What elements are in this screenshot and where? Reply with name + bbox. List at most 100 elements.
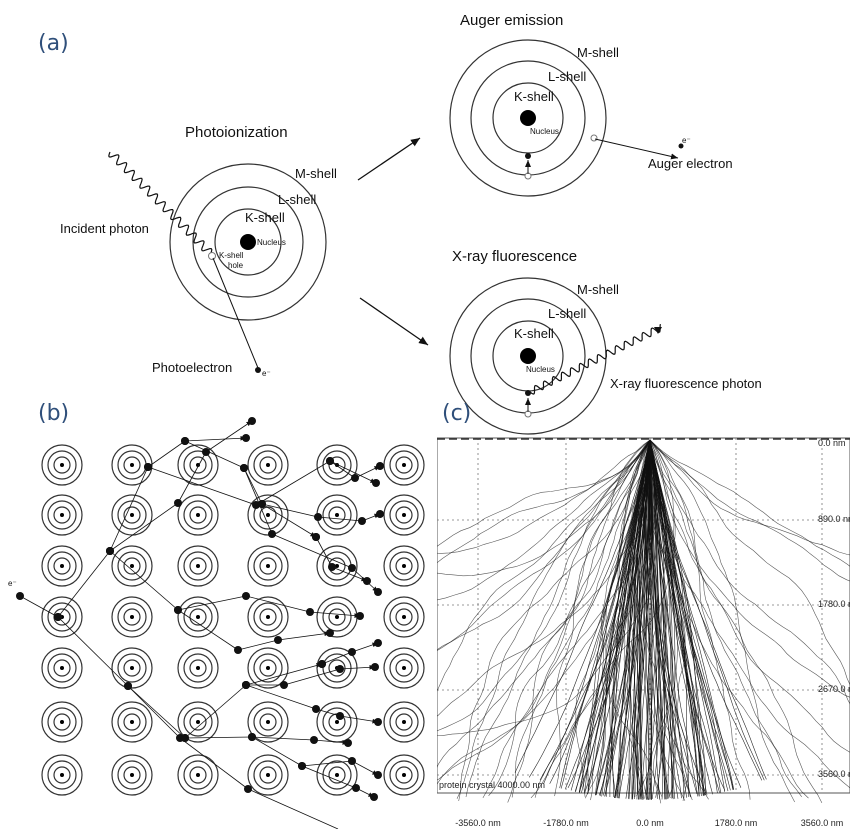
track	[262, 504, 318, 517]
electron	[376, 510, 384, 518]
track	[110, 503, 178, 551]
track	[252, 737, 314, 740]
x-tick-label: -1780.0 nm	[543, 818, 589, 828]
track	[178, 596, 246, 610]
nucleus	[402, 463, 406, 467]
shell-label: K-shell	[514, 326, 554, 341]
nucleus	[402, 564, 406, 568]
track	[128, 686, 185, 738]
track	[278, 633, 330, 640]
nucleus-label: Nucleus	[526, 365, 555, 374]
electron	[374, 771, 382, 779]
atom-title: X-ray fluorescence	[452, 248, 577, 265]
nucleus	[402, 513, 406, 517]
electron-label: e⁻	[682, 136, 691, 145]
nucleus	[520, 110, 536, 126]
x-tick-label: 0.0 nm	[636, 818, 664, 828]
nucleus	[130, 615, 134, 619]
nucleus	[60, 463, 64, 467]
nucleus	[520, 348, 536, 364]
nucleus	[335, 513, 339, 517]
nucleus	[335, 773, 339, 777]
shell-label: L-shell	[548, 69, 586, 84]
track	[185, 685, 246, 738]
nucleus	[130, 720, 134, 724]
nucleus	[240, 234, 256, 250]
nucleus	[335, 720, 339, 724]
electron	[370, 793, 378, 801]
electron	[525, 153, 531, 159]
shell-label: M-shell	[577, 45, 619, 60]
photoelectron-label: Photoelectron	[152, 360, 232, 375]
electron	[374, 588, 382, 596]
shell-label: K-shell	[245, 210, 285, 225]
panel-label: (b)	[38, 401, 69, 426]
track	[148, 467, 256, 505]
figure: (a) Photoionization M-shell L-shell K-sh…	[0, 0, 850, 829]
y-tick-label: 2670.0 nm	[818, 684, 850, 694]
nucleus	[130, 513, 134, 517]
nucleus	[266, 666, 270, 670]
y-tick-label: 1780.0 nm	[818, 599, 850, 609]
nucleus-label: Nucleus	[257, 238, 286, 247]
nucleus	[196, 615, 200, 619]
track	[272, 534, 352, 568]
caption: protein crystal 4000.00 nm	[439, 780, 545, 790]
nucleus	[60, 666, 64, 670]
electron	[374, 718, 382, 726]
shell-label: L-shell	[548, 306, 586, 321]
nucleus	[60, 513, 64, 517]
electron	[374, 639, 382, 647]
electron	[356, 612, 364, 620]
track	[248, 789, 338, 829]
track	[358, 138, 420, 180]
electron	[363, 577, 371, 585]
track	[178, 610, 238, 650]
nucleus	[402, 773, 406, 777]
atom-title: Auger emission	[460, 12, 563, 29]
nucleus	[130, 463, 134, 467]
nucleus	[266, 773, 270, 777]
y-tick-label: 890.0 nm	[818, 514, 850, 524]
electron	[376, 462, 384, 470]
nucleus	[196, 773, 200, 777]
hole-label: K-shell	[219, 251, 244, 260]
nucleus	[60, 564, 64, 568]
track	[58, 551, 110, 617]
electron	[372, 479, 380, 487]
track	[185, 737, 252, 738]
electron	[344, 739, 352, 747]
track	[185, 441, 244, 468]
track	[58, 617, 128, 686]
nucleus	[266, 463, 270, 467]
nucleus	[196, 720, 200, 724]
electron	[371, 663, 379, 671]
nucleus-label: Nucleus	[530, 127, 559, 136]
photon	[109, 152, 212, 256]
nucleus	[266, 513, 270, 517]
nucleus	[402, 615, 406, 619]
photon-label: Incident photon	[60, 221, 149, 236]
electron	[242, 434, 250, 442]
track	[340, 716, 378, 722]
nucleus	[196, 513, 200, 517]
atom-title: Photoionization	[185, 124, 288, 141]
x-tick-label: 3560.0 nm	[801, 818, 844, 828]
y-tick-label: 0.0 nm	[818, 438, 846, 448]
nucleus	[130, 564, 134, 568]
track	[360, 298, 428, 345]
nucleus	[402, 666, 406, 670]
nucleus	[402, 720, 406, 724]
electron	[326, 629, 334, 637]
electron-label: e⁻	[8, 579, 17, 588]
shell-label: L-shell	[278, 192, 316, 207]
nucleus	[130, 773, 134, 777]
electron	[255, 367, 261, 373]
shell-label: M-shell	[577, 282, 619, 297]
nucleus	[130, 666, 134, 670]
nucleus	[266, 720, 270, 724]
panel-label: (c)	[442, 401, 471, 426]
electron-label: e⁻	[262, 369, 271, 378]
nucleus	[60, 720, 64, 724]
track	[284, 669, 340, 685]
